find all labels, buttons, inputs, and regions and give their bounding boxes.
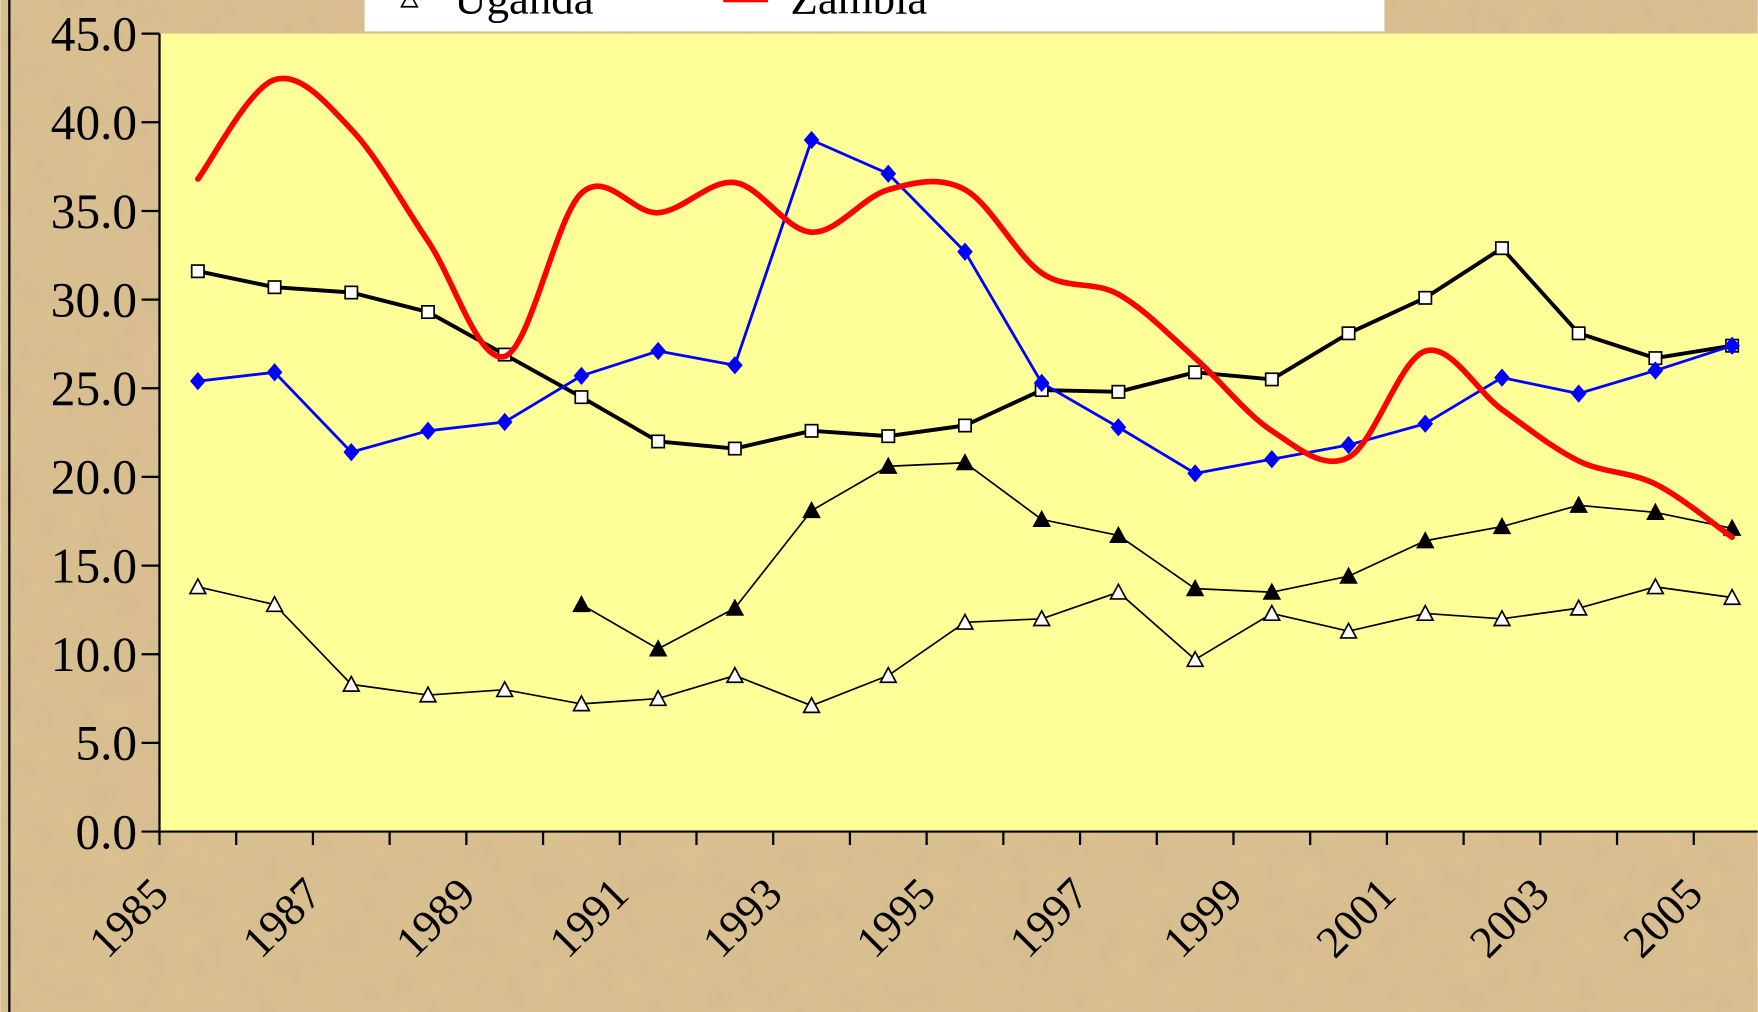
point-marker xyxy=(879,665,898,684)
point-marker xyxy=(648,639,668,657)
series-line xyxy=(580,461,1733,650)
point-marker xyxy=(880,164,897,183)
y-tick-label: 20.0 xyxy=(51,450,137,505)
point-marker xyxy=(725,598,745,616)
point-marker xyxy=(802,696,821,714)
point-marker xyxy=(1185,649,1205,668)
point-marker xyxy=(1188,365,1203,380)
point-marker xyxy=(1109,525,1128,544)
y-tick-label: 0.0 xyxy=(75,804,137,859)
point-marker xyxy=(572,694,591,712)
point-marker xyxy=(955,612,975,630)
legend-box xyxy=(364,0,1385,32)
point-marker xyxy=(1111,384,1126,399)
point-marker xyxy=(881,429,896,444)
point-marker xyxy=(1494,241,1509,256)
series xyxy=(190,241,1740,456)
point-marker xyxy=(727,356,743,375)
point-marker xyxy=(957,242,973,261)
point-marker xyxy=(1339,566,1358,584)
point-marker xyxy=(1724,336,1740,355)
point-marker xyxy=(1570,384,1587,403)
point-marker xyxy=(1339,621,1358,639)
series-line xyxy=(195,75,1735,541)
point-marker xyxy=(1032,609,1051,627)
point-marker xyxy=(342,674,361,692)
point-marker xyxy=(1416,603,1435,622)
point-marker xyxy=(1032,509,1051,528)
point-marker xyxy=(1418,290,1433,305)
point-marker xyxy=(1341,326,1356,341)
y-tick-label: 10.0 xyxy=(51,627,137,682)
series xyxy=(572,453,1742,657)
point-marker xyxy=(803,130,820,150)
y-tick-label: 35.0 xyxy=(51,184,137,239)
point-marker xyxy=(1417,414,1434,433)
point-marker xyxy=(343,442,360,462)
point-marker xyxy=(802,500,821,519)
point-marker xyxy=(1340,435,1357,455)
point-marker xyxy=(573,366,590,385)
point-marker xyxy=(418,685,438,703)
point-marker xyxy=(1033,373,1050,393)
legend: Uganda Zambia xyxy=(400,0,927,23)
point-marker xyxy=(574,390,589,405)
point-marker xyxy=(190,264,205,279)
series xyxy=(190,130,1740,483)
point-marker xyxy=(1646,577,1665,595)
point-marker xyxy=(648,688,668,707)
legend-label: Zambia xyxy=(790,0,927,23)
point-marker xyxy=(190,372,206,391)
point-marker xyxy=(1262,582,1282,600)
point-marker xyxy=(420,421,436,440)
point-marker xyxy=(957,418,972,433)
point-marker xyxy=(1569,495,1588,513)
plot-area xyxy=(159,33,1758,832)
point-marker xyxy=(725,665,745,684)
point-marker xyxy=(266,363,283,382)
point-marker xyxy=(265,594,284,613)
point-marker xyxy=(1264,372,1279,387)
point-marker xyxy=(1646,502,1665,520)
point-marker xyxy=(650,341,666,361)
point-marker xyxy=(1185,579,1205,597)
point-marker xyxy=(572,594,591,613)
point-marker xyxy=(1264,450,1280,469)
point-marker xyxy=(495,680,514,698)
point-marker xyxy=(496,412,513,432)
point-marker xyxy=(1569,598,1588,616)
point-marker xyxy=(1416,531,1435,549)
point-marker xyxy=(420,305,436,320)
point-marker xyxy=(1722,587,1742,606)
point-marker xyxy=(1647,361,1664,380)
point-marker xyxy=(1494,368,1510,387)
series xyxy=(188,577,1742,714)
point-marker xyxy=(344,285,359,300)
point-marker xyxy=(400,0,419,8)
y-tick-label: 5.0 xyxy=(75,716,137,771)
legend-label: Uganda xyxy=(454,0,593,23)
series xyxy=(195,75,1735,541)
point-marker xyxy=(804,423,819,438)
y-tick-label: 30.0 xyxy=(51,272,137,327)
point-marker xyxy=(1187,464,1203,483)
point-marker xyxy=(1492,516,1512,535)
y-tick-label: 45.0 xyxy=(51,6,137,61)
point-marker xyxy=(879,456,898,474)
point-marker xyxy=(727,441,742,456)
y-tick-label: 25.0 xyxy=(51,361,137,416)
point-marker xyxy=(267,280,282,295)
point-marker xyxy=(651,434,666,449)
point-marker xyxy=(1109,582,1128,600)
y-tick-label: 40.0 xyxy=(51,95,137,150)
point-marker xyxy=(1110,418,1127,437)
point-marker xyxy=(1571,326,1586,341)
point-marker xyxy=(1262,603,1282,622)
point-marker xyxy=(955,453,975,471)
y-tick-label: 15.0 xyxy=(51,538,137,593)
point-marker xyxy=(188,577,208,595)
point-marker xyxy=(1492,609,1512,627)
